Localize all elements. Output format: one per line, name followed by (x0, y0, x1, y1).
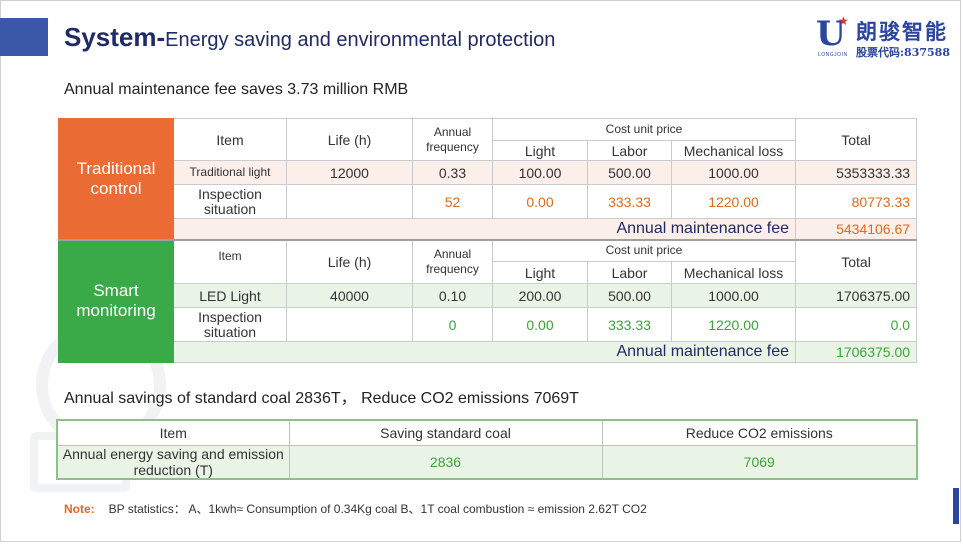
trad-header-labor: Labor (587, 140, 672, 161)
table-row: LED Light 40000 0.10 200.00 500.00 1000.… (59, 283, 918, 308)
maintenance-subtitle: Annual maintenance fee saves 3.73 millio… (64, 81, 409, 98)
smart-header-light: Light (492, 261, 588, 284)
footnote: Note: BP statistics： A、1kwh≈ Consumption … (64, 500, 647, 517)
trad-row2-frequency: 52 (412, 184, 493, 219)
smart-header-total: Total (795, 238, 918, 284)
table-row: Annual energy saving and emission reduct… (56, 445, 918, 480)
company-logo: U ★ LONGJOIN 朗骏智能 股票代码:837588 (816, 14, 956, 62)
smart-row2-mechanical-loss: 1220.00 (670, 307, 797, 342)
trad-row1-life: 12000 (286, 160, 413, 185)
trad-row1-total: 5353333.33 (795, 160, 918, 185)
trad-header-frequency: Annual frequency (412, 118, 493, 161)
table-row: Annual maintenance fee 1706375.00 (59, 341, 918, 363)
logo-mark-icon: U (816, 14, 846, 54)
smart-row2-item: Inspection situation (173, 307, 287, 342)
trad-summary-label: Annual maintenance fee (172, 218, 797, 240)
page-title-bold: System- (64, 22, 166, 52)
title-accent-block (0, 18, 48, 56)
logo-star-icon: ★ (838, 14, 849, 28)
smart-summary-value: 1706375.00 (795, 341, 918, 363)
smart-row1-frequency: 0.10 (412, 283, 493, 308)
smart-header-life: Life (h) (286, 238, 413, 284)
trad-header-item: Item (173, 118, 287, 161)
energy-savings-table: Item Saving standard coal Reduce CO2 emi… (56, 419, 918, 480)
smart-row1-total: 1706375.00 (795, 283, 918, 308)
trad-row1-frequency: 0.33 (412, 160, 493, 185)
smart-row1-item: LED Light (173, 283, 287, 308)
smart-header-item: Item (173, 238, 287, 284)
smart-summary-label: Annual maintenance fee (172, 341, 797, 363)
smart-header-labor: Labor (587, 261, 672, 284)
trad-row1-labor: 500.00 (587, 160, 672, 185)
trad-summary-value: 5434106.67 (795, 218, 918, 240)
trad-row2-item: Inspection situation (173, 184, 287, 219)
page-title: System-Energy saving and environmental p… (64, 22, 555, 53)
table-row: Item Saving standard coal Reduce CO2 emi… (56, 419, 918, 446)
trad-row2-life (286, 184, 413, 219)
table-row: Inspection situation 0 0.00 333.33 1220.… (59, 307, 918, 342)
smart-row2-frequency: 0 (412, 307, 493, 342)
logo-brand: LONGJOIN (818, 52, 848, 58)
table-row: Annual maintenance fee 5434106.67 (59, 218, 918, 240)
logo-stock-code: 股票代码:837588 (856, 46, 950, 59)
smart-row1-light: 200.00 (492, 283, 588, 308)
savings-row-co2: 7069 (601, 445, 918, 480)
savings-header-item: Item (56, 419, 290, 446)
smart-header-cost-unit-price: Cost unit price (491, 238, 797, 262)
trad-header-light: Light (492, 140, 588, 161)
table-row: Inspection situation 52 0.00 333.33 1220… (59, 184, 918, 219)
smart-row1-labor: 500.00 (587, 283, 672, 308)
smart-monitoring-label: Smart monitoring (58, 238, 174, 363)
smart-row2-light: 0.00 (492, 307, 588, 342)
smart-row1-mechanical-loss: 1000.00 (670, 283, 797, 308)
table-row: Traditional light 12000 0.33 100.00 500.… (59, 160, 918, 185)
savings-subtitle: Annual savings of standard coal 2836T， R… (64, 390, 579, 407)
trad-header-cost-unit-price: Cost unit price (491, 118, 797, 141)
trad-header-mechanical-loss: Mechanical loss (670, 140, 797, 161)
maintenance-fee-table: Traditional control Item Life (h) Annual… (58, 118, 918, 363)
trad-row2-light: 0.00 (492, 184, 588, 219)
trad-row1-mechanical-loss: 1000.00 (670, 160, 797, 185)
trad-header-total: Total (795, 118, 918, 161)
trad-header-life: Life (h) (286, 118, 413, 161)
smart-row1-life: 40000 (286, 283, 413, 308)
savings-header-co2: Reduce CO2 emissions (601, 419, 918, 446)
trad-row2-total: 80773.33 (795, 184, 918, 219)
savings-row-coal: 2836 (288, 445, 603, 480)
smart-row2-total: 0.0 (795, 307, 918, 342)
smart-header-frequency: Annual frequency (412, 238, 493, 284)
note-text: BP statistics： A、1kwh≈ Consumption of 0.… (108, 502, 647, 516)
logo-company-name: 朗骏智能 (856, 19, 948, 44)
trad-row2-labor: 333.33 (587, 184, 672, 219)
trad-row2-mechanical-loss: 1220.00 (670, 184, 797, 219)
savings-header-coal: Saving standard coal (288, 419, 603, 446)
note-label: Note: (64, 502, 95, 516)
traditional-control-label: Traditional control (58, 118, 174, 240)
trad-row1-light: 100.00 (492, 160, 588, 185)
right-accent-bar (953, 488, 959, 524)
page-title-rest: Energy saving and environmental protecti… (165, 29, 556, 51)
smart-row2-labor: 333.33 (587, 307, 672, 342)
smart-row2-life (286, 307, 413, 342)
savings-row-item: Annual energy saving and emission reduct… (56, 445, 290, 480)
smart-header-mechanical-loss: Mechanical loss (670, 261, 797, 284)
trad-row1-item: Traditional light (173, 160, 287, 185)
